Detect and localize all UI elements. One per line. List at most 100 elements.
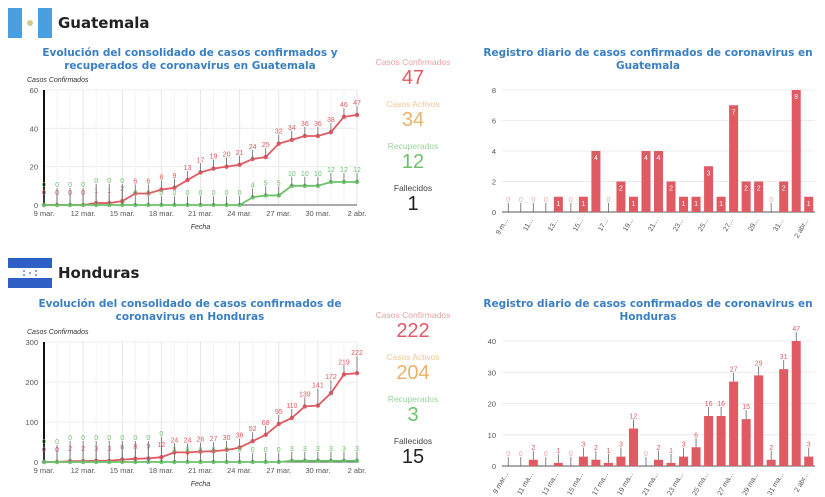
x-tick-label: 29 ma...: [742, 471, 761, 496]
active-label: Casos Activos: [386, 99, 440, 109]
x-tick-label: 9 mar.: [34, 466, 55, 475]
data-label: 0: [644, 451, 648, 458]
data-label: 0: [159, 190, 163, 197]
data-label: 5: [264, 180, 268, 187]
data-label: 0: [94, 435, 98, 442]
y-tick-label: 300: [25, 338, 38, 347]
deaths-value: 15: [401, 446, 425, 468]
x-tick-label: 12 mar.: [71, 209, 96, 218]
x-tick-label: 11 ma...: [517, 471, 535, 496]
data-label: 12: [353, 167, 361, 174]
data-label: 0: [42, 182, 46, 189]
data-point: [354, 112, 360, 118]
data-label: 0: [199, 447, 203, 454]
data-label: 95: [275, 409, 283, 416]
x-tick-label: 2 abr.: [348, 209, 367, 218]
x-tick-label: 21 mar.: [188, 209, 213, 218]
data-label: 0: [225, 447, 229, 454]
data-label: 0: [212, 190, 216, 197]
data-label: 0: [133, 435, 137, 442]
data-label: 6: [146, 179, 150, 186]
data-label: 2: [531, 445, 535, 452]
x-tick-label: 13...: [547, 217, 560, 232]
x-tick-label: 15 ma...: [566, 471, 585, 496]
data-label: 0: [159, 431, 163, 438]
x-tick-label: 13 ma...: [541, 471, 560, 496]
data-label: 3: [619, 442, 623, 449]
bar: [804, 196, 814, 212]
data-label: 1: [632, 201, 636, 208]
guatemala-line-chart-title: Evolución del consolidado de casos confi…: [42, 47, 338, 72]
bar: [704, 166, 714, 212]
data-label: 1: [694, 201, 698, 208]
data-label: 38: [327, 117, 335, 124]
data-label: 29: [755, 360, 763, 367]
y-tick-label: 100: [25, 418, 38, 427]
confirmed-value: 47: [401, 67, 425, 89]
data-label: 13: [184, 165, 192, 172]
bar: [716, 416, 726, 466]
data-label: 27: [210, 436, 218, 443]
data-label: 0: [506, 197, 510, 204]
x-axis-label: Fecha: [191, 224, 211, 231]
data-label: 3: [290, 446, 294, 453]
data-label: 0: [606, 197, 610, 204]
x-tick-label: 19 ma...: [616, 471, 635, 496]
bar: [603, 462, 613, 466]
bar: [553, 196, 563, 212]
data-label: 3: [707, 170, 711, 177]
x-tick-label: 30 mar.: [305, 209, 330, 218]
data-label: 8: [794, 94, 798, 101]
recovered-label: Recuperados: [387, 141, 439, 151]
data-label: 1: [556, 448, 560, 455]
bar: [528, 459, 538, 466]
data-label: 0: [146, 435, 150, 442]
data-label: 3: [581, 442, 585, 449]
data-label: 19: [210, 154, 218, 161]
deaths-label: Fallecidos: [393, 183, 433, 193]
bar: [804, 456, 814, 466]
y-axis-label: Casos Confirmados: [27, 329, 89, 336]
bar: [679, 456, 689, 466]
x-tick-label: 31...: [773, 217, 786, 232]
data-label: 0: [94, 178, 98, 185]
deaths-label: Fallecidos: [393, 436, 433, 446]
data-label: 52: [249, 426, 257, 433]
y-tick-label: 40: [488, 337, 496, 346]
confirmed-label: Casos Confirmados: [375, 310, 451, 320]
bar: [729, 105, 739, 212]
bar: [616, 456, 626, 466]
data-label: 0: [238, 447, 242, 454]
x-tick-label: 12 mar.: [71, 466, 96, 475]
bar: [641, 151, 651, 212]
data-label: 141: [312, 383, 324, 390]
y-tick-label: 2: [492, 178, 496, 187]
data-label: 46: [340, 102, 348, 109]
guatemala-flag-icon: [8, 8, 52, 38]
data-label: 0: [107, 178, 111, 185]
bar: [704, 416, 714, 466]
data-label: 0: [146, 190, 150, 197]
data-label: 3: [342, 446, 346, 453]
data-label: 0: [531, 197, 535, 204]
data-label: 2: [769, 445, 773, 452]
data-label: 172: [325, 374, 337, 381]
data-label: 9: [172, 173, 176, 180]
data-label: 3: [329, 446, 333, 453]
data-label: 6: [694, 432, 698, 439]
data-label: 4: [594, 155, 598, 162]
active-value: 34: [401, 109, 425, 131]
x-tick-label: 2 abr...: [794, 217, 811, 239]
data-label: 0: [238, 190, 242, 197]
data-label: 0: [225, 190, 229, 197]
x-tick-label: 23...: [672, 217, 685, 232]
x-tick-label: 15 mar.: [110, 209, 135, 218]
bar: [679, 196, 689, 212]
bar: [791, 90, 801, 212]
data-label: 139: [299, 391, 311, 398]
bar: [729, 381, 739, 466]
honduras-flag-icon: [8, 258, 52, 288]
x-tick-label: 9 m...: [495, 217, 510, 236]
data-label: 12: [327, 167, 335, 174]
